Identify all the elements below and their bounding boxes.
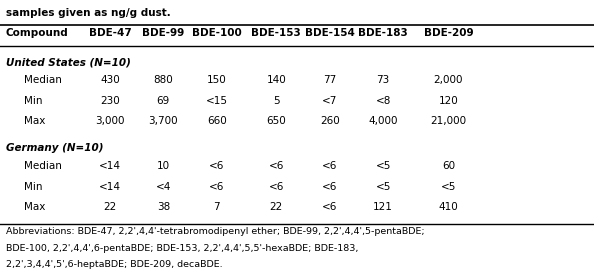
Text: 22: 22 xyxy=(270,202,283,212)
Text: <4: <4 xyxy=(156,182,171,192)
Text: 140: 140 xyxy=(266,75,286,85)
Text: 77: 77 xyxy=(323,75,336,85)
Text: 10: 10 xyxy=(157,161,170,171)
Text: <5: <5 xyxy=(375,182,391,192)
Text: <5: <5 xyxy=(375,161,391,171)
Text: United States (N=10): United States (N=10) xyxy=(6,57,131,67)
Text: 260: 260 xyxy=(320,116,340,126)
Text: <15: <15 xyxy=(206,96,228,106)
Text: 2,000: 2,000 xyxy=(434,75,463,85)
Text: Min: Min xyxy=(24,96,42,106)
Text: 150: 150 xyxy=(207,75,227,85)
Text: 60: 60 xyxy=(442,161,455,171)
Text: 880: 880 xyxy=(153,75,173,85)
Text: <14: <14 xyxy=(99,161,121,171)
Text: <6: <6 xyxy=(322,182,337,192)
Text: Germany (N=10): Germany (N=10) xyxy=(6,143,103,153)
Text: <6: <6 xyxy=(268,161,284,171)
Text: <6: <6 xyxy=(268,182,284,192)
Text: 22: 22 xyxy=(103,202,116,212)
Text: 3,000: 3,000 xyxy=(95,116,125,126)
Text: BDE-47: BDE-47 xyxy=(89,28,131,38)
Text: 4,000: 4,000 xyxy=(368,116,398,126)
Text: <6: <6 xyxy=(322,161,337,171)
Text: BDE-153: BDE-153 xyxy=(251,28,301,38)
Text: 5: 5 xyxy=(273,96,280,106)
Text: BDE-100, 2,2',4,4',6-pentaBDE; BDE-153, 2,2',4,4',5,5'-hexaBDE; BDE-183,: BDE-100, 2,2',4,4',6-pentaBDE; BDE-153, … xyxy=(6,244,358,253)
Text: 73: 73 xyxy=(377,75,390,85)
Text: <6: <6 xyxy=(209,182,225,192)
Text: 69: 69 xyxy=(157,96,170,106)
Text: BDE-209: BDE-209 xyxy=(424,28,473,38)
Text: <14: <14 xyxy=(99,182,121,192)
Text: 660: 660 xyxy=(207,116,227,126)
Text: 121: 121 xyxy=(373,202,393,212)
Text: Abbreviations: BDE-47, 2,2',4,4'-tetrabromodipenyl ether; BDE-99, 2,2',4,4',5-pe: Abbreviations: BDE-47, 2,2',4,4'-tetrabr… xyxy=(6,227,425,236)
Text: <6: <6 xyxy=(209,161,225,171)
Text: Min: Min xyxy=(24,182,42,192)
Text: 230: 230 xyxy=(100,96,120,106)
Text: BDE-99: BDE-99 xyxy=(142,28,185,38)
Text: Median: Median xyxy=(24,75,62,85)
Text: Median: Median xyxy=(24,161,62,171)
Text: 3,700: 3,700 xyxy=(148,116,178,126)
Text: BDE-154: BDE-154 xyxy=(305,28,355,38)
Text: 120: 120 xyxy=(438,96,459,106)
Text: 21,000: 21,000 xyxy=(431,116,466,126)
Text: BDE-100: BDE-100 xyxy=(192,28,242,38)
Text: <6: <6 xyxy=(322,202,337,212)
Text: 650: 650 xyxy=(266,116,286,126)
Text: <7: <7 xyxy=(322,96,337,106)
Text: Compound: Compound xyxy=(6,28,69,38)
Text: 2,2',3,4,4',5',6-heptaBDE; BDE-209, decaBDE.: 2,2',3,4,4',5',6-heptaBDE; BDE-209, deca… xyxy=(6,260,223,269)
Text: Max: Max xyxy=(24,116,45,126)
Text: <8: <8 xyxy=(375,96,391,106)
Text: <5: <5 xyxy=(441,182,456,192)
Text: Max: Max xyxy=(24,202,45,212)
Text: 7: 7 xyxy=(213,202,220,212)
Text: BDE-183: BDE-183 xyxy=(358,28,408,38)
Text: 38: 38 xyxy=(157,202,170,212)
Text: 410: 410 xyxy=(438,202,459,212)
Text: 430: 430 xyxy=(100,75,120,85)
Text: samples given as ng/g dust.: samples given as ng/g dust. xyxy=(6,8,170,18)
